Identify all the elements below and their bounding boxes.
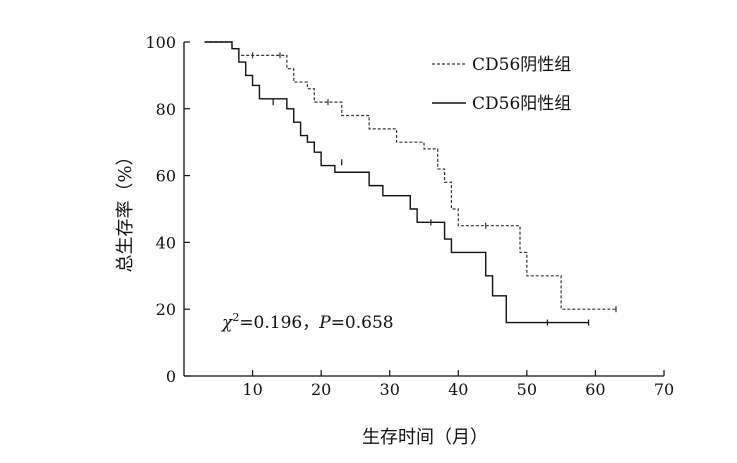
x-tick-label: 50 <box>517 380 537 399</box>
y-tick-label: 60 <box>156 167 176 186</box>
y-tick-label: 40 <box>156 233 176 252</box>
series-line-cd56-positive <box>204 41 589 324</box>
legend-label-negative: CD56阴性组 <box>472 55 571 75</box>
x-tick-label: 70 <box>654 380 674 399</box>
x-tick-label: 20 <box>311 380 331 399</box>
y-tick-label: 100 <box>145 33 176 52</box>
y-tick-label: 20 <box>156 300 176 319</box>
series-layer <box>204 41 617 326</box>
x-tick-label: 10 <box>242 380 262 399</box>
p-value: =0.658 <box>331 313 394 333</box>
y-tick-label: 80 <box>156 100 176 119</box>
series-line-cd56-negative <box>204 41 616 310</box>
y-tick-label: 0 <box>166 367 176 386</box>
p-symbol: P <box>318 313 331 333</box>
stat-annotation: χ2=0.196，P=0.658 <box>221 311 394 333</box>
y-axis-title: 总生存率（%） <box>115 147 136 272</box>
chi-symbol: χ <box>221 313 234 333</box>
chi-superscript: 2 <box>232 311 239 324</box>
x-tick-label: 30 <box>380 380 400 399</box>
legend-label-positive: CD56阳性组 <box>472 94 571 114</box>
x-axis-title: 生存时间（月） <box>362 427 488 448</box>
x-tick-label: 60 <box>585 380 605 399</box>
x-tick-label: 40 <box>448 380 468 399</box>
legend: CD56阴性组 CD56阳性组 <box>432 55 571 114</box>
axes: 10 20 30 40 50 60 70 0 20 40 60 80 100 <box>145 33 674 399</box>
chi-value: =0.196， <box>239 313 319 333</box>
